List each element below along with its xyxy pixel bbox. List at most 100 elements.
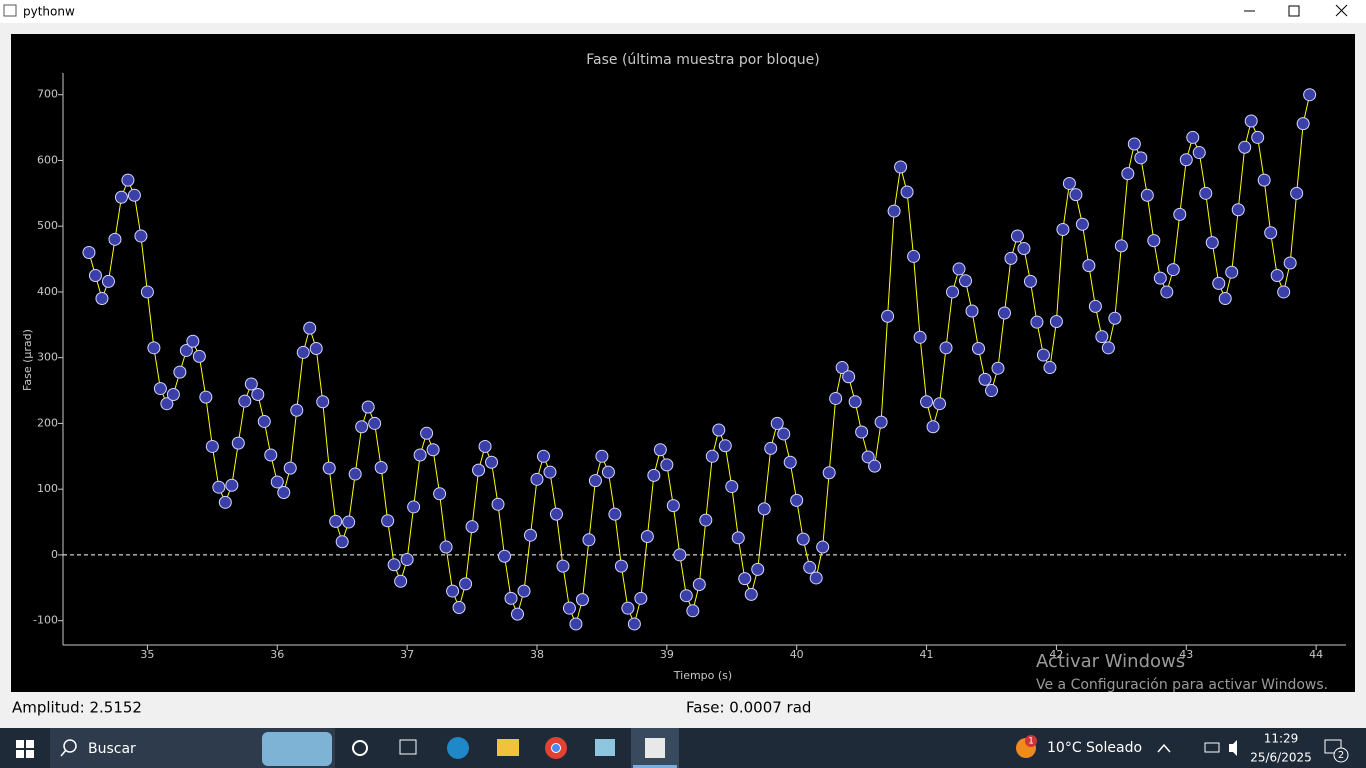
data-point [803, 560, 817, 574]
data-point [1283, 256, 1297, 270]
title-bar [0, 0, 1366, 23]
data-point [485, 455, 499, 469]
notification-count: 2 [1338, 750, 1344, 761]
data-point [504, 591, 518, 605]
data-point [679, 589, 693, 603]
data-point [296, 345, 310, 359]
data-point [523, 528, 537, 542]
data-point [433, 487, 447, 501]
clock-date[interactable]: 25/6/2025 [1250, 751, 1312, 765]
data-point [601, 465, 615, 479]
data-point [660, 458, 674, 472]
data-point [835, 361, 849, 375]
data-point [1296, 117, 1310, 131]
y-tick-label: 400 [37, 285, 58, 298]
data-point [900, 185, 914, 199]
data-point [608, 507, 622, 521]
cortana-button[interactable] [352, 740, 368, 756]
data-point [1010, 229, 1024, 243]
data-point [420, 426, 434, 440]
battery-icon[interactable] [1204, 742, 1220, 753]
data-point [874, 415, 888, 429]
data-point [82, 245, 96, 259]
close-button[interactable] [1335, 4, 1348, 17]
app-icon-1[interactable] [595, 739, 615, 756]
x-tick-label: 39 [660, 648, 674, 661]
data-point [614, 559, 628, 573]
task-view-button[interactable] [399, 739, 417, 755]
data-point [952, 262, 966, 276]
data-point [491, 497, 505, 511]
data-point [153, 382, 167, 396]
data-point [459, 577, 473, 591]
weather-text[interactable]: 10°C Soleado [1047, 740, 1142, 756]
weather-badge: 1 [1028, 737, 1034, 747]
data-point [257, 414, 271, 428]
tray-chevron[interactable] [1157, 743, 1171, 753]
data-point [439, 540, 453, 554]
maximize-button[interactable] [1288, 5, 1300, 17]
data-point [88, 269, 102, 283]
data-point [270, 475, 284, 489]
data-point [368, 416, 382, 430]
chrome-icon-center [551, 743, 561, 753]
notification-icon[interactable] [1324, 739, 1342, 754]
data-point [855, 425, 869, 439]
explorer-icon[interactable] [497, 739, 519, 756]
data-point [303, 321, 317, 335]
data-point [387, 558, 401, 572]
data-point [907, 249, 921, 263]
y-tick-label: 100 [37, 482, 58, 495]
data-point [1030, 315, 1044, 329]
data-point [712, 423, 726, 437]
data-point [965, 304, 979, 318]
data-point [861, 450, 875, 464]
x-tick-label: 35 [140, 648, 154, 661]
data-point [407, 500, 421, 514]
search-text[interactable]: Buscar [88, 741, 136, 757]
data-point [1257, 173, 1271, 187]
weather-badge-bg [1025, 735, 1037, 747]
data-point [160, 397, 174, 411]
clock-time[interactable]: 11:29 [1264, 732, 1299, 746]
data-point [770, 416, 784, 430]
data-point [1056, 222, 1070, 236]
data-point [984, 384, 998, 398]
data-point [1173, 207, 1187, 221]
data-point [920, 395, 934, 409]
volume-icon[interactable] [1229, 740, 1237, 756]
x-tick-label: 40 [790, 648, 804, 661]
amplitude-label: Amplitud: 2.5152 [12, 699, 142, 717]
x-tick-label: 37 [400, 648, 414, 661]
data-point [355, 420, 369, 434]
data-point [1303, 88, 1317, 102]
data-point [634, 591, 648, 605]
data-point [517, 584, 531, 598]
data-point [556, 559, 570, 573]
y-tick-label: 600 [37, 153, 58, 166]
data-point [1036, 348, 1050, 362]
data-point [1095, 330, 1109, 344]
data-point [790, 493, 804, 507]
chart: -100 0 100 200 300 400 500 600 700 35 36 37 38 39 40 41… [33, 73, 1346, 661]
y-tick-label: 500 [37, 219, 58, 232]
data-point [225, 478, 239, 492]
data-point [881, 309, 895, 323]
data-point [777, 427, 791, 441]
data-point [757, 502, 771, 516]
data-point [511, 607, 525, 621]
data-point [1101, 341, 1115, 355]
edge-icon[interactable] [447, 737, 469, 759]
start-button[interactable] [16, 740, 34, 758]
data-point [212, 480, 226, 494]
data-point [1082, 259, 1096, 273]
data-point [114, 190, 128, 204]
data-point [738, 572, 752, 586]
data-point [1147, 234, 1161, 248]
data-point [361, 400, 375, 414]
data-point [627, 617, 641, 631]
data-point [1277, 285, 1291, 299]
y-axis-label: Fase (µrad) [21, 329, 34, 391]
data-point [1160, 285, 1174, 299]
data-point [322, 461, 336, 475]
